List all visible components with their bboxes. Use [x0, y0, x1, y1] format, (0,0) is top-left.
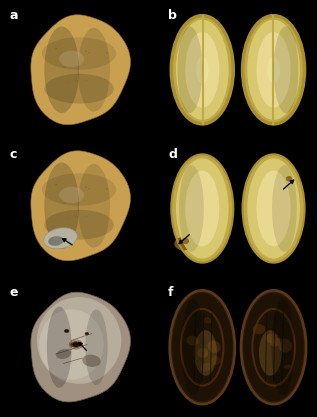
Ellipse shape	[171, 154, 233, 263]
Text: c: c	[9, 148, 17, 161]
Ellipse shape	[44, 74, 114, 103]
Text: d: d	[168, 148, 177, 161]
Ellipse shape	[78, 164, 110, 248]
Text: a: a	[9, 9, 18, 22]
Ellipse shape	[44, 228, 77, 249]
Ellipse shape	[44, 210, 114, 240]
Ellipse shape	[68, 218, 69, 219]
Ellipse shape	[243, 293, 304, 401]
Ellipse shape	[39, 309, 104, 380]
Ellipse shape	[256, 32, 291, 108]
Ellipse shape	[55, 184, 57, 185]
Ellipse shape	[55, 48, 57, 49]
Ellipse shape	[211, 356, 221, 365]
Ellipse shape	[106, 52, 108, 54]
Ellipse shape	[57, 238, 63, 241]
Ellipse shape	[265, 333, 277, 343]
Ellipse shape	[44, 26, 79, 113]
Ellipse shape	[78, 28, 110, 112]
Ellipse shape	[64, 329, 69, 332]
Ellipse shape	[85, 50, 87, 52]
Ellipse shape	[247, 20, 300, 120]
Ellipse shape	[85, 187, 87, 188]
Ellipse shape	[259, 330, 282, 376]
Ellipse shape	[172, 293, 232, 401]
Ellipse shape	[179, 165, 204, 252]
Ellipse shape	[286, 176, 292, 181]
Ellipse shape	[68, 82, 69, 83]
Ellipse shape	[75, 216, 78, 218]
Ellipse shape	[85, 309, 107, 385]
Ellipse shape	[42, 37, 116, 70]
Ellipse shape	[241, 290, 306, 404]
Text: e: e	[9, 286, 18, 299]
Ellipse shape	[278, 339, 292, 353]
Ellipse shape	[272, 338, 282, 347]
Ellipse shape	[182, 299, 204, 396]
Ellipse shape	[243, 154, 305, 263]
Polygon shape	[31, 151, 131, 261]
Ellipse shape	[63, 203, 66, 204]
Ellipse shape	[174, 237, 193, 251]
Ellipse shape	[82, 354, 101, 367]
Ellipse shape	[44, 163, 79, 249]
Ellipse shape	[208, 340, 221, 353]
Ellipse shape	[272, 165, 297, 252]
Ellipse shape	[271, 299, 294, 396]
Ellipse shape	[185, 32, 219, 108]
Ellipse shape	[256, 171, 291, 246]
Ellipse shape	[203, 317, 212, 324]
Ellipse shape	[88, 188, 90, 189]
Ellipse shape	[196, 56, 209, 83]
Text: f: f	[168, 286, 174, 299]
Ellipse shape	[85, 216, 87, 217]
Ellipse shape	[194, 330, 217, 376]
Ellipse shape	[200, 363, 213, 372]
Ellipse shape	[85, 80, 87, 81]
Polygon shape	[31, 15, 131, 125]
Ellipse shape	[47, 306, 72, 388]
Polygon shape	[31, 292, 131, 402]
Ellipse shape	[243, 15, 305, 124]
Ellipse shape	[37, 297, 121, 384]
Ellipse shape	[197, 348, 208, 358]
Ellipse shape	[284, 364, 291, 369]
Ellipse shape	[267, 56, 280, 83]
Ellipse shape	[88, 52, 90, 53]
Text: b: b	[168, 9, 177, 22]
Ellipse shape	[56, 349, 71, 359]
Ellipse shape	[185, 171, 219, 246]
Ellipse shape	[75, 80, 78, 82]
Ellipse shape	[270, 338, 280, 346]
Ellipse shape	[72, 342, 80, 347]
Ellipse shape	[186, 336, 198, 346]
Ellipse shape	[171, 15, 233, 124]
Ellipse shape	[59, 51, 84, 67]
Ellipse shape	[48, 236, 63, 246]
Ellipse shape	[59, 187, 84, 203]
Ellipse shape	[42, 173, 116, 206]
Ellipse shape	[176, 20, 229, 120]
Ellipse shape	[170, 290, 235, 404]
Ellipse shape	[274, 26, 298, 113]
Ellipse shape	[178, 26, 202, 113]
Ellipse shape	[253, 324, 265, 334]
Ellipse shape	[85, 332, 89, 335]
Ellipse shape	[176, 158, 229, 259]
Ellipse shape	[53, 237, 59, 240]
Ellipse shape	[247, 158, 300, 259]
Ellipse shape	[106, 188, 108, 190]
Ellipse shape	[63, 67, 66, 68]
Ellipse shape	[61, 239, 67, 242]
Ellipse shape	[71, 342, 78, 347]
Ellipse shape	[181, 238, 189, 244]
